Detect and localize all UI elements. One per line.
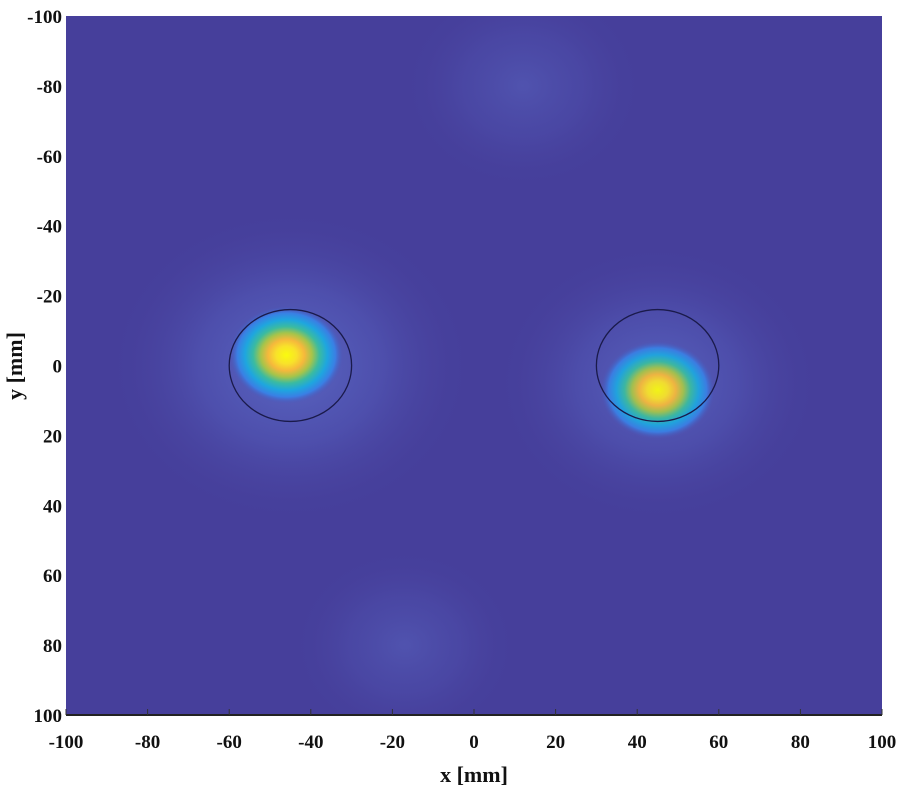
y-tick-label: -60 <box>37 147 62 168</box>
x-tick-label: 80 <box>791 732 810 753</box>
hotspot-0 <box>229 306 344 404</box>
x-tick-label: -60 <box>217 732 242 753</box>
y-axis-label: y [mm] <box>2 332 27 400</box>
y-tick-label: -40 <box>37 217 62 238</box>
x-tick-label: -80 <box>135 732 160 753</box>
target-circle-1 <box>595 308 720 423</box>
x-tick-label: -100 <box>49 732 84 753</box>
y-tick-label: -20 <box>37 287 62 308</box>
diffuse-region-3 <box>290 547 519 715</box>
diffuse-region-2 <box>400 16 646 191</box>
y-tick-label: -100 <box>27 7 62 28</box>
x-tick-label: 40 <box>628 732 647 753</box>
y-tick-label: 60 <box>43 566 62 587</box>
hotspot-1 <box>600 341 715 439</box>
x-tick-label: 100 <box>868 732 897 753</box>
x-tick-label: -40 <box>298 732 323 753</box>
y-tick-label: 40 <box>43 496 62 517</box>
y-tick-label: -80 <box>37 77 62 98</box>
target-circle-0 <box>228 308 353 423</box>
x-tick-label: 20 <box>546 732 565 753</box>
y-tick-label: 100 <box>34 706 63 727</box>
y-tick-label: 80 <box>43 636 62 657</box>
x-tick-label: 60 <box>709 732 728 753</box>
y-tick-label: 20 <box>43 426 62 447</box>
y-tick-label: 0 <box>53 357 63 378</box>
x-tick-label: 0 <box>469 732 479 753</box>
x-tick-label: -20 <box>380 732 405 753</box>
x-axis-label: x [mm] <box>440 762 508 787</box>
